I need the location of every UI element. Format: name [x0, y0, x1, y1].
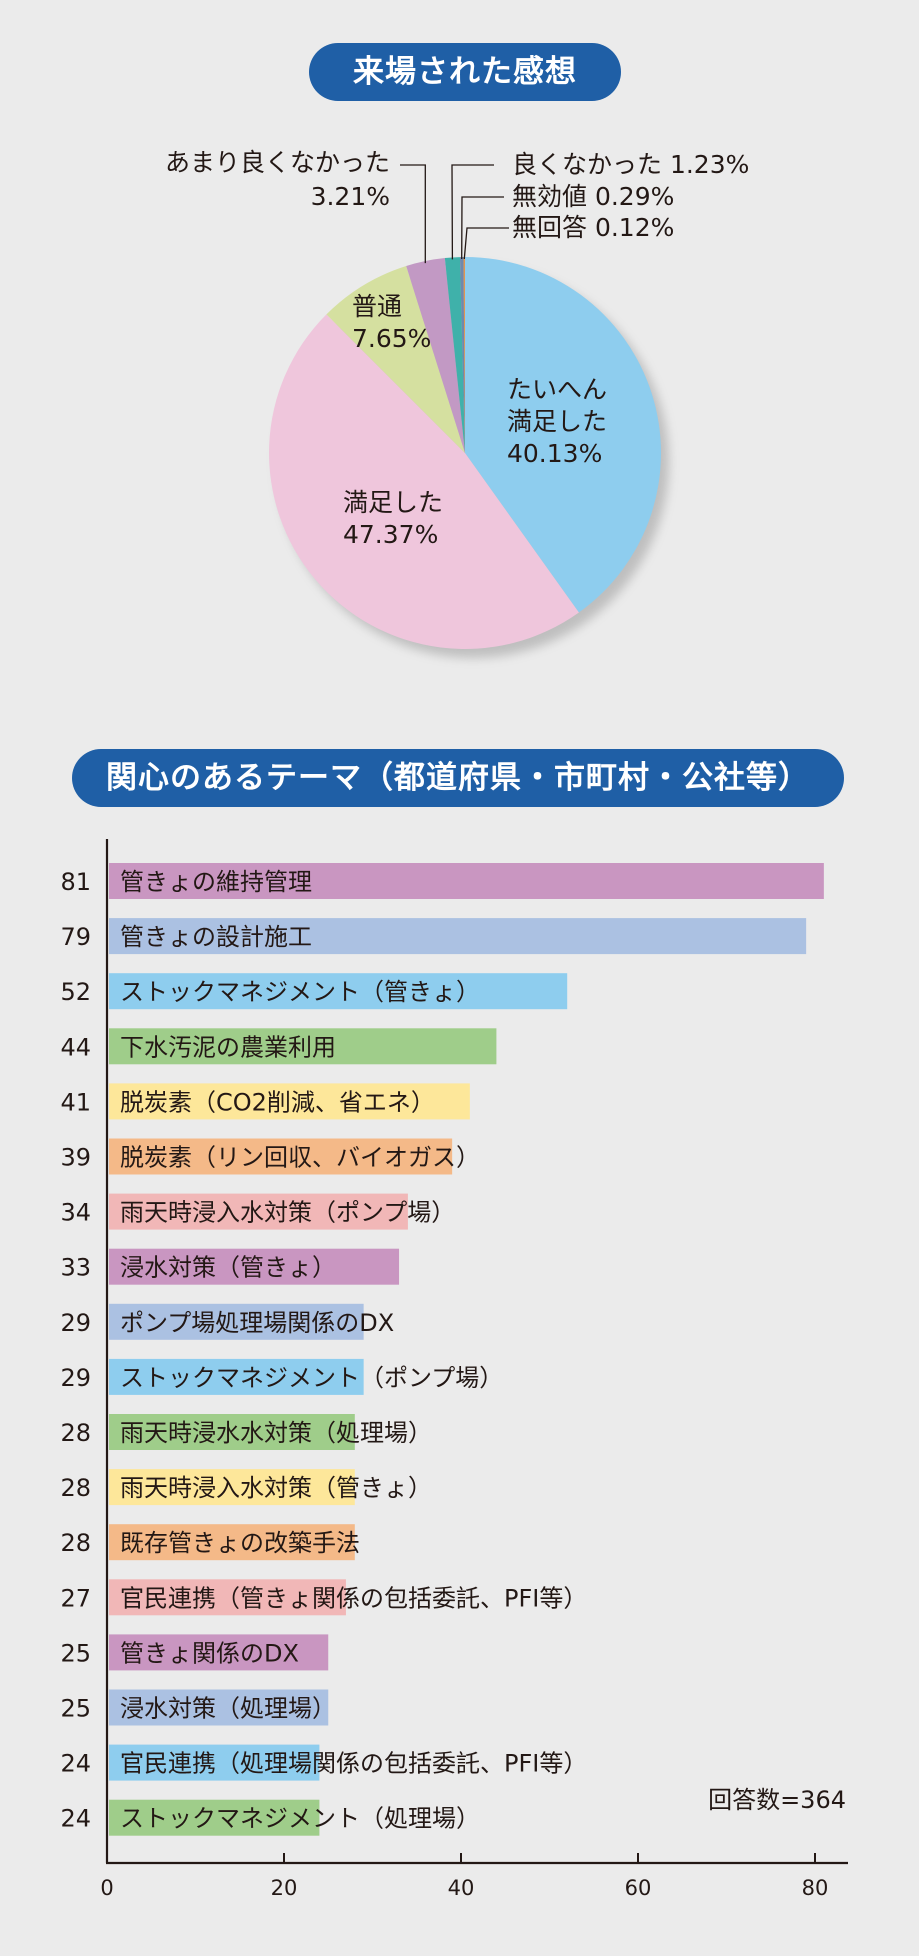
bar-category-label: 脱炭素（リン回収、バイオガス）	[120, 1144, 480, 1172]
bar-category-label: 管きょの維持管理	[120, 868, 312, 896]
bar-value-label: 44	[60, 1033, 91, 1061]
bar	[109, 1083, 470, 1120]
bar	[109, 1414, 355, 1450]
bar-category-label: 官民連携（処理場関係の包括委託、PFI等）	[120, 1750, 587, 1778]
x-tick-label: 80	[802, 1876, 829, 1900]
bar-category-label: 浸水対策（管きょ）	[120, 1254, 336, 1282]
pie-slice-invalid	[459, 257, 465, 453]
pie-slice-neutral	[326, 266, 465, 453]
pie-slice-no-answer	[463, 257, 465, 453]
leader-line-not-so-good	[400, 164, 426, 264]
pie-label-neutral: 普通 7.65%	[352, 292, 431, 353]
bar-category-label: 雨天時浸入水対策（管きょ）	[120, 1474, 432, 1502]
x-tick-label: 0	[100, 1876, 113, 1900]
x-tick-label: 60	[625, 1876, 652, 1900]
bar-value-label: 24	[60, 1805, 91, 1833]
bar	[109, 1634, 329, 1671]
bar	[109, 1579, 346, 1616]
pie-label-not-good: 良くなかった 1.23%	[512, 150, 749, 179]
bar-category-label: ポンプ場処理場関係のDX	[120, 1309, 394, 1337]
leader-line-no-answer	[463, 227, 509, 260]
pie-section-title: 来場された感想	[309, 43, 621, 101]
bar	[109, 1799, 320, 1836]
bar-category-label: 雨天時浸水水対策（処理場）	[120, 1419, 432, 1447]
leader-line-not-good	[451, 164, 494, 260]
pie-label-no-answer: 無回答 0.12%	[512, 213, 674, 242]
bar-value-label: 81	[60, 868, 91, 896]
bar-value-label: 27	[60, 1584, 91, 1612]
bar-value-label: 25	[60, 1639, 91, 1667]
bar	[109, 1744, 320, 1781]
bar	[109, 918, 807, 955]
bar	[109, 1303, 364, 1340]
pie-label-invalid: 無効値 0.29%	[512, 182, 674, 211]
bar-category-label: 脱炭素（CO2削減、省エネ）	[120, 1088, 435, 1116]
bar-value-label: 79	[60, 923, 91, 951]
bar-category-label: 管きょ関係のDX	[120, 1639, 299, 1667]
bar-value-label: 29	[60, 1309, 91, 1337]
bar-value-label: 25	[60, 1695, 91, 1723]
pie-label-not-so-good: あまり良くなかった 3.21%	[165, 148, 390, 211]
bar	[109, 973, 568, 1010]
bar-value-label: 24	[60, 1750, 91, 1778]
bar	[109, 1469, 355, 1506]
bar-value-label: 41	[60, 1088, 91, 1116]
pie-chart: たいへん満足した 40.13% 満足した 47.37% 普通 7.65% あまり良くなかった…	[165, 148, 749, 658]
pie-slice-very-satisfied	[465, 257, 661, 613]
bar-category-label: 既存管きょの改築手法	[120, 1529, 360, 1557]
bar-value-label: 39	[60, 1144, 91, 1172]
bar	[109, 1193, 408, 1230]
bar-category-label: ストックマネジメント（処理場）	[120, 1805, 480, 1833]
bar-category-label: 官民連携（管きょ関係の包括委託、PFI等）	[120, 1584, 587, 1612]
bar-section-title: 関心のあるテーマ（都道府県・市町村・公社等）	[72, 749, 844, 807]
bar-value-label: 34	[60, 1199, 91, 1227]
leader-line-invalid	[461, 196, 504, 260]
bar-category-label: ストックマネジメント（管きょ）	[120, 978, 480, 1006]
bar-value-label: 29	[60, 1364, 91, 1392]
bar-category-label: 管きょの設計施工	[120, 923, 312, 951]
bar-value-label: 28	[60, 1529, 91, 1557]
bar	[109, 1524, 355, 1561]
pie-label-very-satisfied: たいへん満足した 40.13%	[507, 375, 607, 468]
x-tick-label: 20	[271, 1876, 298, 1900]
bar-category-label: ストックマネジメント（ポンプ場）	[120, 1364, 503, 1392]
pie-slice-satisfied	[269, 314, 579, 649]
bar	[109, 1028, 497, 1065]
bar	[109, 1248, 400, 1285]
bar-value-label: 52	[60, 978, 91, 1006]
bar-category-label: 浸水対策（処理場）	[120, 1695, 336, 1723]
respondents-count: 回答数=364	[708, 1786, 846, 1814]
pie-slice-not-so-good	[406, 258, 465, 453]
bar-value-label: 28	[60, 1419, 91, 1447]
bar	[109, 1138, 453, 1175]
bar	[109, 1358, 364, 1395]
pie-label-satisfied: 満足した 47.37%	[343, 488, 443, 549]
bar-chart: 0 20 40 60 80 81 管きょの維持管理 79 管きょの設計施工 52 ストックマネジメン…	[60, 839, 848, 1900]
bar-category-label: 雨天時浸入水対策（ポンプ場）	[120, 1199, 455, 1227]
bar-value-label: 28	[60, 1474, 91, 1502]
bar	[109, 1689, 329, 1726]
x-tick-label: 40	[448, 1876, 475, 1900]
pie-slice-not-good	[444, 257, 465, 453]
bar	[109, 863, 824, 899]
bar-value-label: 33	[60, 1254, 91, 1282]
bar-category-label: 下水汚泥の農業利用	[120, 1033, 336, 1061]
